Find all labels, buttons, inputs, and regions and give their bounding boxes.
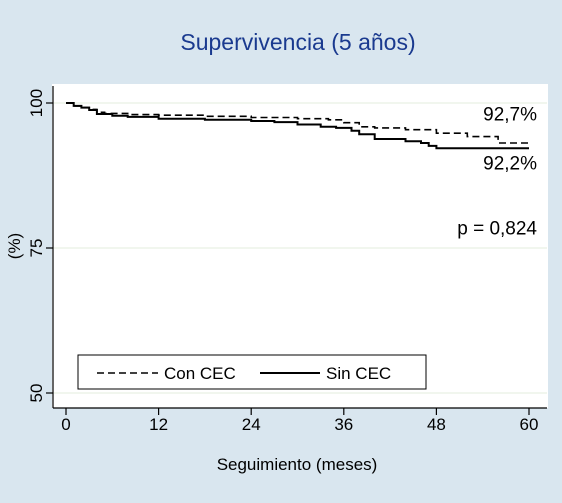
y-tick-label-75: 75 xyxy=(27,239,46,258)
x-tick-label-24: 24 xyxy=(242,415,261,434)
annotation-2: p = 0,824 xyxy=(457,219,537,240)
annotation-0: 92,7% xyxy=(483,104,537,125)
series-lines xyxy=(66,102,530,150)
series-line-1 xyxy=(66,102,529,150)
legend-label-1: Sin CEC xyxy=(326,364,391,383)
x-tick-label-36: 36 xyxy=(334,415,353,434)
legend-box xyxy=(77,354,427,390)
x-tick-label-48: 48 xyxy=(427,415,446,434)
plot-area xyxy=(52,84,548,408)
axes: 50 75 100 0 12 24 36 48 60 xyxy=(27,86,547,434)
chart-title: Supervivencia (5 años) xyxy=(180,29,415,55)
legend: Con CEC Sin CEC xyxy=(77,354,427,390)
series-line-0 xyxy=(66,102,530,146)
grid-lines xyxy=(53,102,547,394)
x-tick-label-0: 0 xyxy=(61,415,70,434)
y-tick-label-50: 50 xyxy=(27,384,46,403)
legend-label-0: Con CEC xyxy=(164,364,236,383)
annotation-1: 92,2% xyxy=(483,154,537,175)
x-tick-label-12: 12 xyxy=(149,415,168,434)
y-axis-label: (%) xyxy=(5,233,24,259)
x-axis-label: Seguimiento (meses) xyxy=(217,455,378,474)
annotations: 92,7% 92,2% p = 0,824 xyxy=(457,104,537,239)
y-tick-label-100: 100 xyxy=(27,89,46,117)
x-tick-label-60: 60 xyxy=(520,415,539,434)
